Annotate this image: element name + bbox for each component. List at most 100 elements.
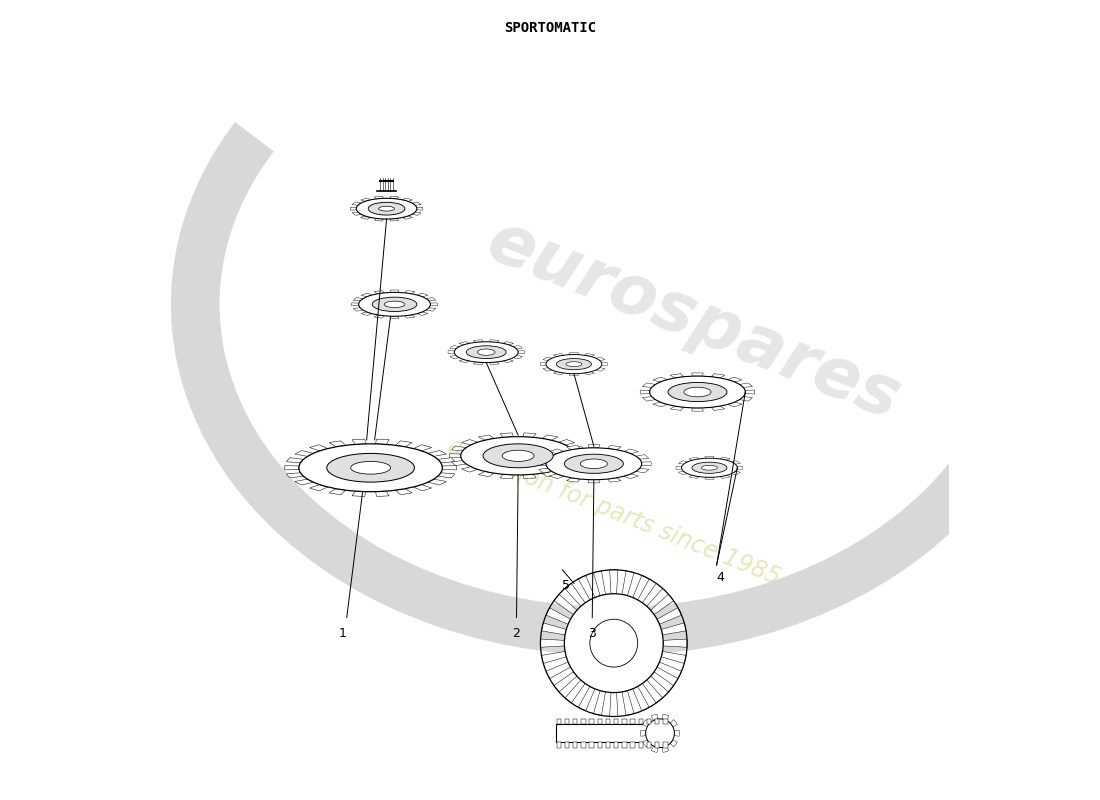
Polygon shape	[565, 583, 585, 606]
Polygon shape	[653, 402, 668, 407]
Polygon shape	[478, 471, 494, 477]
Polygon shape	[570, 446, 585, 451]
Polygon shape	[352, 303, 359, 306]
Polygon shape	[632, 575, 649, 600]
Polygon shape	[575, 454, 587, 458]
Polygon shape	[651, 746, 658, 752]
Polygon shape	[564, 719, 570, 725]
Polygon shape	[728, 377, 743, 382]
Polygon shape	[640, 730, 646, 736]
Polygon shape	[513, 346, 522, 349]
Text: 2: 2	[513, 627, 520, 640]
Ellipse shape	[384, 301, 405, 307]
Ellipse shape	[477, 349, 495, 355]
Polygon shape	[590, 742, 594, 747]
Polygon shape	[559, 466, 574, 472]
Polygon shape	[295, 450, 313, 456]
Polygon shape	[540, 639, 564, 647]
Polygon shape	[442, 466, 456, 470]
Polygon shape	[428, 479, 447, 485]
Text: 5: 5	[562, 579, 570, 592]
Polygon shape	[430, 303, 438, 306]
Ellipse shape	[503, 450, 535, 462]
Polygon shape	[412, 202, 421, 206]
Polygon shape	[570, 374, 579, 375]
Polygon shape	[642, 383, 656, 387]
Polygon shape	[513, 355, 522, 359]
Polygon shape	[745, 390, 755, 394]
Polygon shape	[630, 719, 635, 725]
Polygon shape	[459, 359, 470, 362]
Polygon shape	[353, 298, 363, 301]
Polygon shape	[539, 454, 552, 459]
Polygon shape	[654, 719, 660, 725]
Polygon shape	[353, 308, 363, 311]
Polygon shape	[554, 594, 576, 614]
Polygon shape	[642, 740, 650, 747]
Polygon shape	[624, 449, 638, 454]
Polygon shape	[350, 207, 356, 210]
Polygon shape	[543, 368, 552, 371]
Polygon shape	[478, 435, 494, 440]
Polygon shape	[581, 742, 585, 747]
Polygon shape	[676, 466, 682, 470]
Polygon shape	[565, 680, 585, 703]
Polygon shape	[541, 651, 567, 663]
Polygon shape	[609, 570, 618, 594]
Polygon shape	[670, 719, 678, 726]
Polygon shape	[661, 623, 686, 635]
Polygon shape	[553, 372, 563, 374]
Polygon shape	[636, 468, 649, 473]
Polygon shape	[539, 468, 552, 473]
Polygon shape	[329, 489, 345, 494]
Polygon shape	[352, 491, 365, 496]
Ellipse shape	[564, 454, 624, 474]
Ellipse shape	[454, 342, 518, 362]
Ellipse shape	[668, 382, 727, 402]
Polygon shape	[623, 690, 634, 715]
Polygon shape	[614, 742, 618, 747]
Ellipse shape	[546, 354, 602, 374]
Polygon shape	[405, 315, 415, 318]
Polygon shape	[450, 355, 460, 359]
Polygon shape	[663, 742, 668, 747]
Polygon shape	[361, 294, 372, 297]
Polygon shape	[692, 408, 703, 411]
Ellipse shape	[356, 198, 417, 219]
Polygon shape	[329, 441, 345, 447]
Polygon shape	[389, 218, 398, 221]
Polygon shape	[352, 212, 361, 215]
Ellipse shape	[368, 202, 405, 215]
Polygon shape	[642, 680, 662, 703]
Polygon shape	[602, 362, 607, 366]
Polygon shape	[679, 471, 688, 475]
Ellipse shape	[461, 437, 575, 475]
Polygon shape	[584, 372, 594, 374]
Polygon shape	[503, 359, 514, 362]
Text: eurospares: eurospares	[477, 207, 910, 434]
Polygon shape	[361, 198, 371, 202]
Polygon shape	[412, 212, 421, 215]
Polygon shape	[705, 478, 714, 479]
Polygon shape	[286, 473, 304, 478]
Polygon shape	[630, 742, 635, 747]
Polygon shape	[490, 340, 499, 342]
Polygon shape	[732, 471, 740, 475]
Text: 4: 4	[717, 571, 725, 585]
Polygon shape	[414, 485, 431, 490]
Polygon shape	[663, 639, 688, 647]
Polygon shape	[623, 742, 627, 747]
Ellipse shape	[546, 448, 641, 480]
Polygon shape	[374, 218, 383, 221]
Polygon shape	[670, 740, 678, 747]
Polygon shape	[670, 374, 684, 378]
Polygon shape	[737, 466, 742, 470]
Polygon shape	[564, 742, 570, 747]
Polygon shape	[570, 353, 579, 354]
Polygon shape	[651, 714, 658, 721]
Polygon shape	[657, 608, 682, 624]
Polygon shape	[732, 461, 740, 464]
Polygon shape	[679, 461, 688, 464]
Polygon shape	[403, 198, 412, 202]
Ellipse shape	[581, 459, 607, 469]
